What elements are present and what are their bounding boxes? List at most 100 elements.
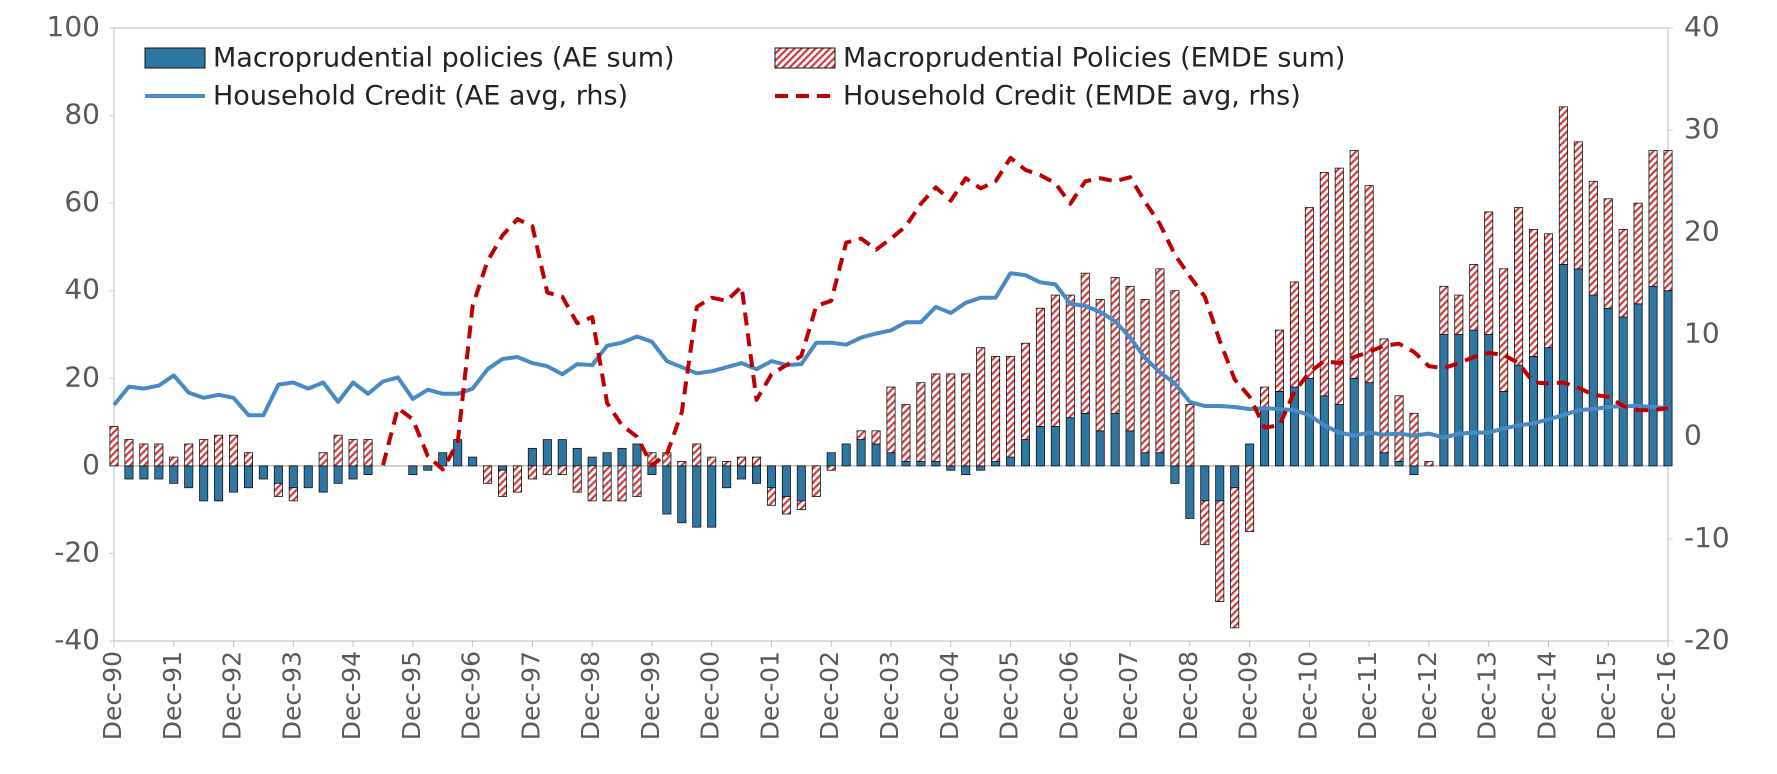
x-tick-label: Dec-15 — [1592, 651, 1621, 740]
bar — [766, 465, 776, 489]
bar — [243, 452, 253, 467]
bar — [1050, 426, 1060, 467]
y2-tick-label: -20 — [1684, 623, 1730, 656]
y-tick-label: -20 — [54, 535, 100, 568]
bar — [1618, 229, 1628, 318]
bar — [1588, 180, 1598, 296]
bar — [1319, 395, 1329, 467]
bar — [931, 461, 941, 467]
bar — [1394, 461, 1404, 467]
bar — [527, 465, 537, 480]
bar — [1125, 285, 1135, 432]
x-tick-label: Dec-09 — [1234, 651, 1263, 740]
bar — [1274, 391, 1285, 467]
bar — [273, 482, 283, 497]
bar — [1215, 465, 1225, 502]
bar — [1274, 329, 1285, 392]
bar — [288, 465, 298, 489]
bar — [1200, 500, 1210, 546]
bar — [1499, 268, 1509, 392]
y2-tick-label: 30 — [1684, 112, 1720, 145]
bar — [602, 452, 612, 467]
bar — [1364, 185, 1374, 384]
x-tick-label: Dec-91 — [158, 651, 187, 740]
bar — [258, 465, 268, 480]
bar — [1349, 377, 1359, 467]
y-tick-label: 80 — [64, 98, 100, 131]
x-tick-label: Dec-04 — [935, 651, 964, 740]
bar — [976, 347, 986, 467]
bar — [1006, 355, 1016, 458]
bar — [348, 465, 358, 480]
bar — [1215, 500, 1225, 602]
bar — [1080, 272, 1090, 414]
bar — [1185, 465, 1195, 519]
bar — [1050, 294, 1060, 427]
bar — [1065, 294, 1075, 419]
bar — [1573, 268, 1583, 467]
bar — [214, 434, 224, 467]
bar — [1409, 412, 1419, 467]
bar — [1439, 285, 1449, 335]
bar — [1633, 303, 1643, 467]
bar — [139, 465, 149, 480]
bar — [542, 439, 552, 467]
x-tick-label: Dec-96 — [457, 651, 486, 740]
line-series — [112, 271, 1669, 440]
bar — [1514, 364, 1524, 467]
bar — [1618, 316, 1628, 467]
x-tick-label: Dec-08 — [1174, 651, 1203, 740]
bar — [781, 465, 791, 497]
bar — [572, 465, 582, 493]
bar — [692, 465, 702, 528]
x-tick-label: Dec-93 — [277, 651, 306, 740]
bar — [632, 443, 642, 467]
bar — [1394, 395, 1404, 462]
x-tick-label: Dec-97 — [516, 651, 545, 740]
bar — [1289, 281, 1299, 388]
bar — [1424, 461, 1434, 467]
x-tick-label: Dec-94 — [337, 651, 366, 740]
bar — [1558, 106, 1568, 265]
bar — [886, 452, 896, 467]
bar — [557, 439, 567, 467]
bar — [662, 465, 672, 515]
bar — [527, 447, 537, 467]
y2-tick-label: 10 — [1684, 317, 1720, 350]
bar — [512, 465, 522, 493]
bar — [169, 465, 179, 484]
bar — [214, 465, 224, 502]
bar — [1155, 268, 1165, 454]
bar — [916, 382, 926, 462]
bar — [1514, 207, 1524, 366]
bar — [752, 456, 762, 467]
legend-label: Macroprudential Policies (EMDE sum) — [843, 43, 1345, 74]
bar — [483, 465, 493, 484]
bar — [1125, 430, 1135, 467]
bar — [826, 452, 836, 467]
y-tick-label: -40 — [54, 623, 100, 656]
bar — [781, 496, 791, 515]
x-tick-label: Dec-11 — [1353, 651, 1382, 740]
bar — [273, 465, 283, 484]
bar — [901, 461, 911, 467]
bar — [677, 461, 687, 467]
bar — [1245, 443, 1255, 467]
bar — [1006, 456, 1016, 467]
bar — [318, 465, 328, 493]
bar — [826, 465, 836, 471]
bar — [1529, 229, 1539, 357]
bar — [1170, 290, 1180, 467]
x-tick-label: Dec-13 — [1473, 651, 1502, 740]
bar — [453, 439, 463, 467]
bar — [154, 465, 164, 480]
y-tick-label: 60 — [64, 185, 100, 218]
bar — [692, 443, 702, 467]
bar — [901, 404, 911, 462]
x-tick-label: Dec-12 — [1413, 651, 1442, 740]
bar — [1185, 404, 1195, 467]
bar — [1379, 338, 1389, 454]
bar — [1558, 264, 1568, 467]
bar — [438, 452, 448, 467]
bar — [1319, 172, 1329, 397]
